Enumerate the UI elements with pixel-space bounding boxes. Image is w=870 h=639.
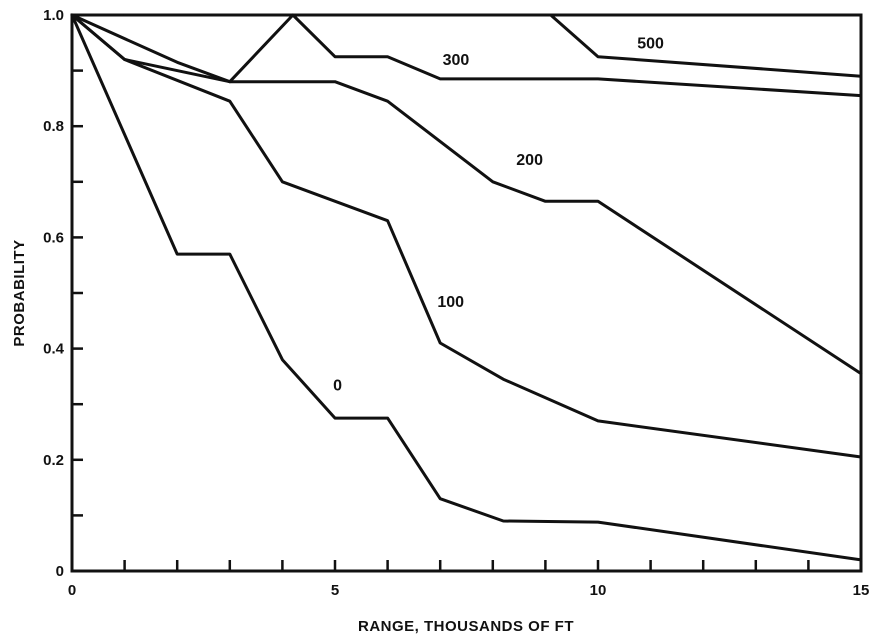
- y-tick-label: 0.4: [43, 341, 65, 358]
- y-axis-title: PROBABILITY: [11, 239, 28, 346]
- x-tick-label: 10: [590, 582, 607, 599]
- tick-labels: 0 5 10 15 0 0.2 0.4 0.6 0.8 1.0: [43, 7, 869, 599]
- series-label-300: 300: [443, 52, 470, 69]
- axis-ticks: [70, 13, 863, 573]
- series-label-0: 0: [333, 377, 342, 394]
- x-tick-label: 15: [853, 582, 870, 599]
- series-lines: [70, 13, 863, 562]
- plot-frame: [70, 13, 863, 573]
- series-line-500: [123, 13, 863, 78]
- x-tick-label: 0: [68, 582, 76, 599]
- series-label-500: 500: [637, 35, 664, 52]
- y-tick-label: 1.0: [43, 7, 64, 24]
- series-line-100: [70, 13, 863, 459]
- x-axis-title: RANGE, THOUSANDS OF FT: [358, 618, 574, 635]
- series-line-300: [70, 13, 863, 98]
- series-label-100: 100: [437, 294, 464, 311]
- y-tick-label: 0.6: [43, 229, 64, 246]
- series-line-200: [70, 13, 863, 376]
- x-tick-label: 5: [331, 582, 339, 599]
- series-line-0: [70, 13, 863, 562]
- series-labels: 0 100 200 300 500: [333, 35, 664, 394]
- y-tick-label: 0: [56, 563, 64, 580]
- y-tick-label: 0.8: [43, 118, 64, 135]
- y-tick-label: 0.2: [43, 452, 64, 469]
- series-label-200: 200: [516, 152, 543, 169]
